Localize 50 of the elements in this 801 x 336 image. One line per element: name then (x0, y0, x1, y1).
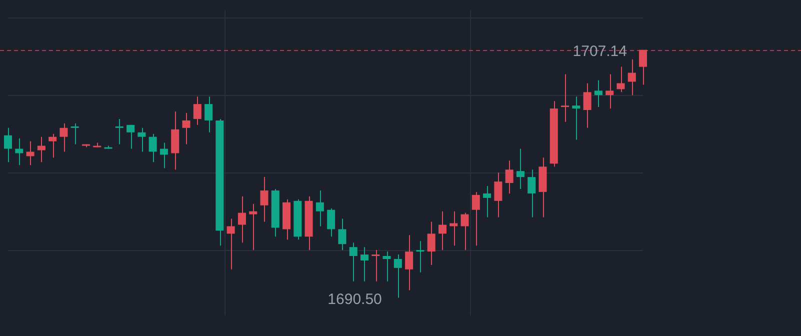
candlestick (460, 212, 469, 251)
candlestick (37, 136, 46, 163)
candlestick (4, 127, 12, 163)
candlestick (450, 210, 458, 246)
candlestick (528, 169, 536, 218)
candlestick (15, 138, 24, 166)
candlestick (160, 142, 168, 169)
candlestick (628, 58, 636, 96)
candlestick (360, 246, 368, 282)
candlestick (405, 234, 414, 291)
candlestick (516, 148, 524, 190)
candlestick (238, 196, 246, 244)
candlestick (327, 208, 336, 238)
candlestick (394, 254, 402, 298)
candlestick (204, 96, 213, 133)
candlestick (427, 221, 436, 266)
candlestick (382, 251, 391, 282)
candlestick (126, 124, 135, 150)
candlestick (505, 160, 514, 194)
candlestick (606, 74, 614, 110)
candlestick (171, 111, 180, 170)
candlestick (438, 210, 446, 251)
candlestick (60, 122, 68, 152)
candlestick (372, 250, 380, 282)
candlestick (594, 80, 602, 108)
candlestick (583, 82, 592, 128)
candlestick (483, 185, 492, 218)
candlestick (638, 49, 648, 86)
candlestick (349, 242, 358, 282)
candlestick (260, 176, 268, 222)
candlestick (249, 203, 258, 251)
candlestick (616, 66, 625, 93)
candlestick (148, 133, 157, 163)
annotation: 1707.14 (572, 42, 627, 60)
candlestick (338, 218, 346, 251)
candlestick (494, 172, 502, 218)
candlestick (472, 191, 480, 246)
annotation: 1690.50 (328, 290, 382, 308)
candlestick (48, 133, 57, 158)
candlestick (226, 218, 235, 270)
candlestick (182, 112, 190, 145)
candlestick (316, 190, 324, 227)
candlestick (193, 96, 202, 126)
candlestick (416, 240, 424, 273)
candlestick (138, 127, 146, 152)
candlestick (70, 122, 79, 145)
candlestick (26, 140, 34, 166)
candlestick (561, 74, 570, 122)
candlestick (572, 96, 580, 140)
candlestick (115, 118, 124, 145)
